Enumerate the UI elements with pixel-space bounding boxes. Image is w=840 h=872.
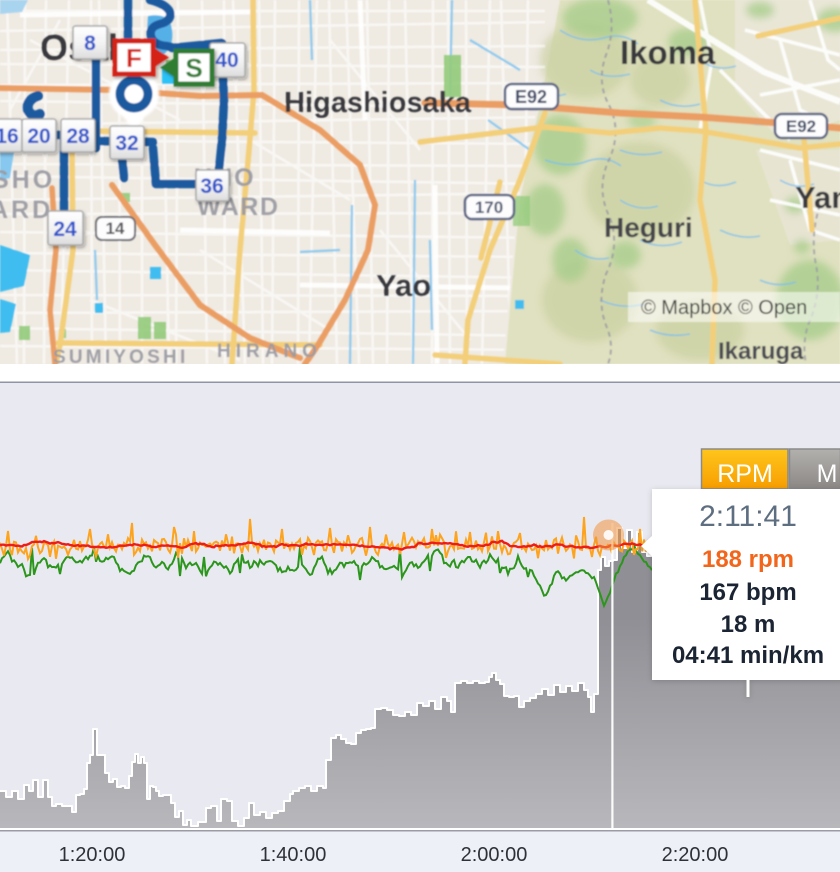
svg-text:188 rpm: 188 rpm	[702, 546, 794, 573]
svg-text:8: 8	[84, 32, 96, 55]
svg-text:32: 32	[115, 132, 138, 155]
svg-text:18 m: 18 m	[721, 611, 776, 638]
svg-text:M: M	[817, 460, 838, 488]
svg-text:F: F	[126, 43, 142, 73]
svg-text:16: 16	[0, 125, 19, 148]
svg-text:E92: E92	[515, 87, 547, 107]
svg-text:RPM: RPM	[717, 460, 773, 488]
svg-text:14: 14	[106, 219, 125, 238]
svg-text:40: 40	[215, 49, 238, 72]
svg-text:Ikaruga: Ikaruga	[718, 338, 804, 364]
svg-text:2:20:00: 2:20:00	[662, 844, 729, 866]
svg-text:© Mapbox © Open: © Mapbox © Open	[641, 297, 807, 319]
svg-text:2:00:00: 2:00:00	[461, 844, 528, 866]
svg-text:167 bpm: 167 bpm	[699, 579, 796, 606]
svg-text:170: 170	[475, 198, 503, 217]
svg-text:S: S	[185, 53, 202, 83]
svg-text:20: 20	[27, 125, 50, 148]
svg-text:1:40:00: 1:40:00	[260, 844, 327, 866]
svg-text:HIRANO: HIRANO	[217, 341, 322, 362]
svg-text:28: 28	[66, 125, 90, 148]
svg-text:Yam: Yam	[795, 180, 840, 215]
svg-text:ARD: ARD	[0, 196, 53, 224]
svg-text:SHO: SHO	[0, 166, 55, 194]
svg-text:24: 24	[53, 218, 77, 241]
svg-text:2:11:41: 2:11:41	[699, 500, 797, 533]
svg-text:Higashiosaka: Higashiosaka	[284, 87, 472, 119]
svg-text:Yao: Yao	[376, 268, 431, 303]
svg-text:SUMIYOSHI: SUMIYOSHI	[53, 347, 188, 364]
svg-text:E92: E92	[786, 117, 816, 136]
svg-text:36: 36	[200, 175, 223, 198]
svg-text:Ikoma: Ikoma	[620, 34, 716, 71]
svg-text:04:41 min/km: 04:41 min/km	[672, 642, 824, 669]
svg-text:1:20:00: 1:20:00	[59, 844, 126, 866]
svg-text:Heguri: Heguri	[604, 212, 693, 243]
